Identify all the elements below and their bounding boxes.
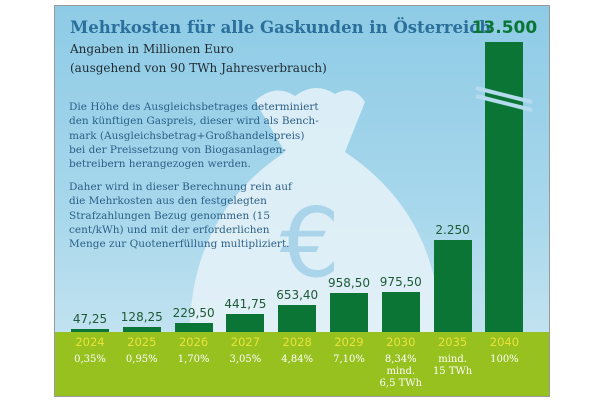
axis-break-marker: [475, 86, 533, 112]
x-axis-band: [55, 332, 549, 396]
bar-2025: [122, 326, 161, 332]
quota-label-line: 7,10%: [333, 354, 365, 365]
chart-title: Mehrkosten für alle Gaskunden in Österre…: [70, 18, 492, 37]
value-label: 47,25: [72, 312, 108, 326]
paragraph-line: Menge zur Quotenerfüllung multipliziert.: [69, 238, 290, 251]
value-label: 229,50: [172, 305, 215, 320]
bar-2024: [71, 329, 109, 332]
value-label: 975,50: [379, 275, 422, 289]
quota-label: 7,10%: [319, 354, 379, 366]
quota-label-line: 4,84%: [281, 354, 314, 365]
explanation-paragraph-1: Die Höhe des Ausgleichsbetrages determin…: [69, 100, 319, 171]
explanation-paragraph-2: Daher wird in dieser Berechnung rein auf…: [69, 180, 292, 251]
bar-2030: [381, 292, 420, 332]
value-label: 441,75: [224, 296, 267, 311]
x-tick-label: 2024: [75, 335, 105, 349]
value-label: 958,50: [328, 275, 370, 290]
quota-label: 0,95%: [112, 354, 172, 366]
x-tick-label: 2029: [334, 335, 364, 349]
chart-frame: € Mehrkosten für alle Gaskunden in Öster…: [54, 5, 550, 397]
money-bag-euro-icon: €: [190, 87, 440, 332]
x-tick-label: 2030: [386, 335, 416, 349]
paragraph-line: betreibern herangezogen werden.: [69, 158, 251, 171]
x-tick-label: 2035: [437, 335, 468, 349]
bar-2027: [226, 313, 265, 332]
bar-2029: [330, 292, 368, 332]
quota-label-line: 8,34%: [384, 354, 417, 365]
bar-2028: [278, 305, 317, 332]
bar-2035: [433, 240, 472, 332]
x-tick-label: 2026: [178, 335, 209, 349]
value-label: 13.500: [471, 18, 538, 38]
quota-label-line: 100%: [490, 354, 519, 365]
paragraph-line: den künftigen Gaspreis, dieser wird als …: [69, 115, 319, 128]
bar-2026: [174, 322, 213, 332]
paragraph-line: die Mehrkosten aus den festgelegten: [69, 195, 267, 208]
value-label: 2.250: [435, 223, 470, 237]
chart-subtitle-unit: Angaben in Millionen Euro: [70, 42, 234, 56]
quota-label-line: mind.: [438, 354, 467, 365]
paragraph-line: mark (Ausgleichsbetrag+Großhandelspreis): [69, 129, 305, 142]
chart-subtitle-basis: (ausgehend von 90 TWh Jahresverbrauch): [70, 61, 327, 75]
quota-label: 3,05%: [215, 354, 275, 366]
quota-label-line: 15 TWh: [432, 366, 473, 377]
quota-label-line: 0,95%: [125, 354, 158, 365]
quota-label: 100%: [474, 354, 534, 366]
quota-label-line: 0,35%: [74, 354, 106, 365]
paragraph-line: Die Höhe des Ausgleichsbetrages determin…: [69, 101, 319, 113]
value-label: 653,40: [276, 288, 319, 303]
x-tick-label: 2028: [282, 335, 312, 349]
quota-label: 8,34% mind. 6,5 TWh: [371, 354, 431, 390]
quota-label: mind. 15 TWh: [423, 354, 483, 378]
quota-label-line: mind.: [386, 366, 416, 377]
quota-label-line: 1,70%: [177, 354, 210, 365]
x-tick-label: 2025: [127, 335, 157, 349]
quota-label: 4,84%: [267, 354, 327, 366]
paragraph-line: bei der Preissetzung von Biogasanlagen-: [69, 143, 286, 156]
paragraph-line: cent/kWh) und mit der erforderlichen: [69, 223, 270, 236]
svg-text:€: €: [280, 189, 340, 299]
value-label: 128,25: [120, 309, 163, 324]
x-tick-label: 2027: [230, 335, 261, 349]
paragraph-line: Strafzahlungen Bezug genommen (15: [69, 209, 271, 222]
quota-label-line: 3,05%: [229, 354, 262, 365]
x-tick-label: 2040: [489, 335, 520, 349]
quota-label-line: 6,5 TWh: [379, 378, 423, 389]
quota-label: 1,70%: [164, 354, 224, 366]
paragraph-line: Daher wird in dieser Berechnung rein auf: [69, 181, 292, 193]
quota-label: 0,35%: [60, 354, 120, 366]
